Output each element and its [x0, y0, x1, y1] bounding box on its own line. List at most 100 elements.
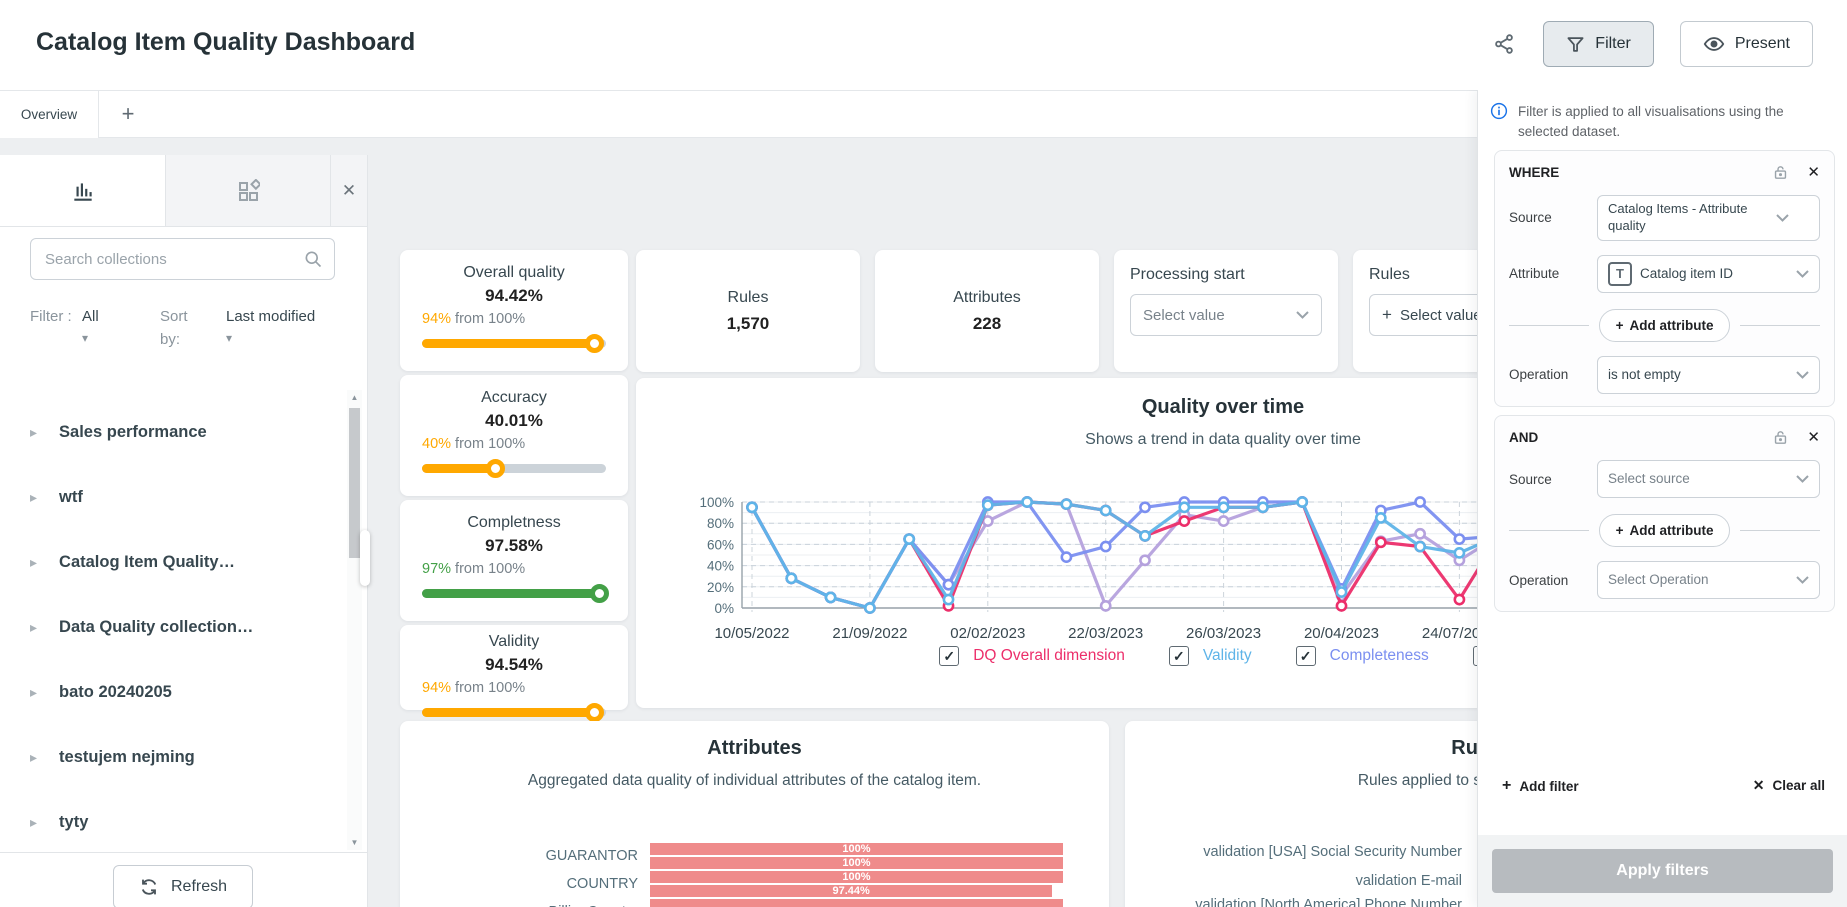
- chevron-down-icon: [1796, 371, 1809, 379]
- attribute-bar-value: 100%: [842, 857, 871, 869]
- plus-icon: +: [1615, 317, 1624, 333]
- kpi-card-completness: Completness 97.58% 97% from 100%: [400, 500, 628, 621]
- sort-dropdown[interactable]: Last modified ▾: [226, 308, 316, 346]
- legend-checkbox[interactable]: ✓: [939, 646, 960, 666]
- kpi-value: 94.42%: [485, 286, 543, 305]
- collection-item[interactable]: ▸ Sales performance: [0, 400, 340, 465]
- rule-row-label: validation [USA] Social Security Number: [1203, 844, 1462, 860]
- kpi-progress-fill: [422, 589, 601, 598]
- scrollbar-thumb[interactable]: [349, 408, 360, 558]
- add-attribute-button[interactable]: + Add attribute: [1598, 308, 1731, 342]
- sidebar-resize-handle[interactable]: [360, 530, 370, 586]
- attribute-bar-value: 100%: [842, 843, 871, 855]
- chart-title: Quality over time: [1141, 396, 1305, 418]
- sidebar-tabs: ✕: [0, 155, 367, 227]
- legend-item: ✓ Completeness: [1295, 646, 1429, 666]
- add-tab-button[interactable]: +: [121, 101, 135, 126]
- collection-label: tyty: [59, 813, 89, 831]
- collection-item[interactable]: ▸ wtf: [0, 465, 340, 530]
- kpi-card-overall-quality: Overall quality 94.42% 94% from 100%: [400, 250, 628, 371]
- kpi-progress-knob[interactable]: [584, 703, 604, 722]
- add-attribute-button[interactable]: + Add attribute: [1598, 514, 1731, 547]
- scroll-up-icon[interactable]: ▲: [350, 393, 359, 402]
- operation-select[interactable]: is not empty: [1597, 355, 1820, 394]
- legend-checkbox[interactable]: ✓: [1168, 646, 1189, 666]
- present-button[interactable]: Present: [1679, 21, 1813, 67]
- scroll-down-icon[interactable]: ▼: [350, 838, 359, 847]
- attributes-subtitle: Aggregated data quality of individual at…: [527, 772, 982, 789]
- clear-all-button[interactable]: ✕ Clear all: [1752, 777, 1825, 793]
- collection-item[interactable]: ▸ Data Quality collection…: [0, 595, 340, 660]
- kpi-card-accuracy: Accuracy 40.01% 40% from 100%: [400, 375, 628, 496]
- source-select[interactable]: Catalog Items - Attribute quality: [1597, 195, 1820, 241]
- legend-label: Validity: [1202, 647, 1252, 664]
- svg-text:21/09/2022: 21/09/2022: [832, 625, 907, 641]
- legend-checkbox[interactable]: ✓: [1295, 646, 1316, 666]
- kpi-progress-knob[interactable]: [590, 584, 610, 603]
- stat-label: Attributes: [953, 288, 1021, 306]
- sidebar-close-button[interactable]: ✕: [330, 155, 367, 226]
- page-title: Catalog Item Quality Dashboard: [36, 28, 416, 56]
- search-collections: [30, 238, 335, 280]
- add-filter-button[interactable]: + Add filter: [1502, 777, 1579, 794]
- processing-start-select[interactable]: Select value: [1130, 294, 1322, 336]
- source-select[interactable]: Select source: [1597, 460, 1820, 498]
- filter-note: Filter is applied to all visualisations …: [1490, 102, 1835, 141]
- widgets-grid-icon: [236, 178, 260, 203]
- kpi-progress-knob[interactable]: [485, 459, 505, 478]
- collection-label: Sales performance: [59, 423, 207, 441]
- collection-item[interactable]: ▸ Catalog Item Quality…: [0, 530, 340, 595]
- tab-widgets[interactable]: [165, 155, 330, 227]
- tab-charts[interactable]: [0, 155, 165, 227]
- svg-text:0%: 0%: [714, 601, 734, 616]
- attribute-select[interactable]: T Catalog item ID: [1597, 254, 1820, 293]
- svg-text:60%: 60%: [707, 537, 734, 552]
- kpi-progress-knob[interactable]: [584, 334, 604, 353]
- refresh-button[interactable]: Refresh: [113, 865, 253, 907]
- kpi-from-label: 97% from 100%: [422, 561, 526, 577]
- close-icon[interactable]: ✕: [1807, 429, 1820, 446]
- kpi-progress-bar: [422, 584, 610, 603]
- filter-group-where: WHERE ✕ Source Catalog Items - Attribute…: [1494, 150, 1835, 407]
- kpi-percent: 94%: [422, 680, 452, 696]
- legend-label: Completeness: [1329, 647, 1429, 664]
- info-icon: [1490, 102, 1508, 141]
- kpi-card-validity: Validity 94.54% 94% from 100%: [400, 625, 628, 722]
- filter-dropdown[interactable]: All ▾: [82, 305, 152, 352]
- kpi-from-label: 94% from 100%: [422, 311, 526, 327]
- group-operator: AND: [1509, 429, 1539, 445]
- text-attribute-icon: T: [1608, 261, 1632, 286]
- svg-text:20/04/2023: 20/04/2023: [1304, 625, 1379, 641]
- svg-text:100%: 100%: [699, 495, 734, 510]
- legend-item: ✓ Validity: [1168, 646, 1252, 666]
- filter-panel: Filter is applied to all visualisations …: [1477, 90, 1847, 907]
- caret-down-icon: ▾: [226, 331, 233, 346]
- collection-item[interactable]: ▸ tyty: [0, 790, 340, 855]
- sidebar-footer: Refresh: [0, 852, 367, 907]
- share-icon[interactable]: [1491, 31, 1517, 57]
- filter-button[interactable]: Filter: [1543, 21, 1654, 67]
- apply-filters-button[interactable]: Apply filters: [1492, 849, 1833, 893]
- search-input[interactable]: [30, 238, 335, 280]
- collection-list: ▸ Sales performance ▸ wtf ▸ Catalog Item Qual…: [0, 400, 340, 855]
- tab-overview[interactable]: Overview: [0, 91, 99, 138]
- chevron-down-icon: [1776, 214, 1789, 222]
- collection-item[interactable]: ▸ testujem nejming: [0, 725, 340, 790]
- plus-icon: +: [1615, 523, 1624, 538]
- collection-item[interactable]: ▸ bato 20240205: [0, 660, 340, 725]
- app-header: Catalog Item Quality Dashboard Filter: [0, 0, 1847, 90]
- kpi-progress-fill: [422, 339, 595, 348]
- lock-icon[interactable]: [1772, 164, 1789, 181]
- kpi-progress-bar: [422, 703, 606, 722]
- lock-icon[interactable]: [1772, 429, 1789, 446]
- chevron-down-icon: [1796, 475, 1809, 483]
- collection-label: wtf: [59, 488, 83, 506]
- sidebar-scrollbar[interactable]: ▲ ▼: [347, 390, 362, 850]
- attributes-bar-chart: 100% 100% 100% 97.44% GUARANTOR COUNTRY Billin…: [400, 721, 1109, 907]
- close-icon[interactable]: ✕: [1807, 164, 1820, 181]
- rule-row-label: validation E-mail: [1355, 873, 1462, 889]
- attributes-section-card: Attributes Aggregated data quality of in…: [400, 721, 1109, 907]
- operation-select[interactable]: Select Operation: [1597, 561, 1820, 599]
- svg-text:40%: 40%: [707, 559, 734, 574]
- chevron-down-icon: [1796, 270, 1809, 278]
